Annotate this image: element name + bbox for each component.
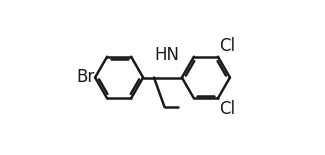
Text: HN: HN <box>154 46 179 64</box>
Text: Cl: Cl <box>219 100 235 118</box>
Text: Br: Br <box>76 69 94 86</box>
Text: Cl: Cl <box>219 37 235 55</box>
